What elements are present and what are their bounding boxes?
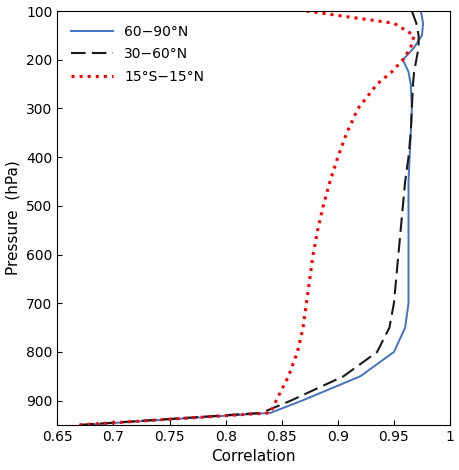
- 30−60°N: [408, 106, 414, 111]
- 60−90°N: [406, 154, 411, 160]
- 60−90°N: [267, 410, 273, 415]
- 30−60°N: [399, 203, 405, 209]
- 60−90°N: [410, 45, 416, 50]
- 60−90°N: [402, 325, 407, 330]
- 60−90°N: [405, 203, 410, 209]
- 15°S−15°N: [354, 106, 360, 111]
- 15°S−15°N: [320, 203, 325, 209]
- 60−90°N: [405, 300, 410, 306]
- 15°S−15°N: [410, 32, 416, 38]
- 60−90°N: [418, 32, 424, 38]
- 60−90°N: [390, 349, 396, 355]
- 15°S−15°N: [314, 227, 319, 233]
- 30−60°N: [390, 300, 396, 306]
- 30−60°N: [413, 57, 418, 63]
- 30−60°N: [374, 349, 379, 355]
- 15°S−15°N: [294, 349, 300, 355]
- 30−60°N: [407, 130, 413, 136]
- 30−60°N: [258, 410, 264, 415]
- 60−90°N: [405, 276, 410, 282]
- 60−90°N: [405, 227, 410, 233]
- 60−90°N: [405, 252, 410, 258]
- 30−60°N: [340, 374, 346, 379]
- 30−60°N: [408, 8, 414, 14]
- 30−60°N: [413, 20, 418, 26]
- 30−60°N: [410, 69, 416, 75]
- Line: 30−60°N: 30−60°N: [78, 11, 418, 425]
- 30−60°N: [287, 398, 293, 404]
- X-axis label: Correlation: Correlation: [211, 449, 295, 464]
- 60−90°N: [298, 398, 304, 404]
- 60−90°N: [417, 8, 423, 14]
- 30−60°N: [405, 154, 410, 160]
- 15°S−15°N: [303, 300, 308, 306]
- 30−60°N: [415, 32, 420, 38]
- 30−60°N: [397, 227, 403, 233]
- 60−90°N: [407, 130, 413, 136]
- 60−90°N: [357, 374, 362, 379]
- 30−60°N: [402, 179, 407, 184]
- Line: 60−90°N: 60−90°N: [82, 11, 422, 425]
- Legend: 60−90°N, 30−60°N, 15°S−15°N: 60−90°N, 30−60°N, 15°S−15°N: [64, 18, 211, 91]
- 15°S−15°N: [407, 45, 413, 50]
- 60−90°N: [407, 81, 413, 87]
- 15°S−15°N: [306, 276, 312, 282]
- 15°S−15°N: [390, 20, 396, 26]
- 15°S−15°N: [300, 325, 305, 330]
- 15°S−15°N: [343, 130, 349, 136]
- 30−60°N: [409, 81, 415, 87]
- 60−90°N: [420, 20, 425, 26]
- 60−90°N: [408, 106, 414, 111]
- 30−60°N: [75, 422, 80, 428]
- 15°S−15°N: [310, 252, 315, 258]
- 15°S−15°N: [75, 422, 80, 428]
- 15°S−15°N: [388, 69, 393, 75]
- 30−60°N: [386, 325, 392, 330]
- 15°S−15°N: [374, 81, 379, 87]
- 15°S−15°N: [334, 154, 340, 160]
- 15°S−15°N: [326, 179, 332, 184]
- Y-axis label: Pressure  (hPa): Pressure (hPa): [6, 161, 21, 275]
- 30−60°N: [415, 45, 420, 50]
- 60−90°N: [79, 422, 84, 428]
- 15°S−15°N: [285, 374, 291, 379]
- 60−90°N: [399, 57, 405, 63]
- 30−60°N: [395, 252, 400, 258]
- 15°S−15°N: [273, 398, 278, 404]
- Line: 15°S−15°N: 15°S−15°N: [78, 11, 413, 425]
- 15°S−15°N: [399, 57, 405, 63]
- 60−90°N: [405, 179, 410, 184]
- 60−90°N: [405, 69, 410, 75]
- 30−60°N: [392, 276, 398, 282]
- 15°S−15°N: [267, 410, 273, 415]
- 15°S−15°N: [303, 8, 308, 14]
